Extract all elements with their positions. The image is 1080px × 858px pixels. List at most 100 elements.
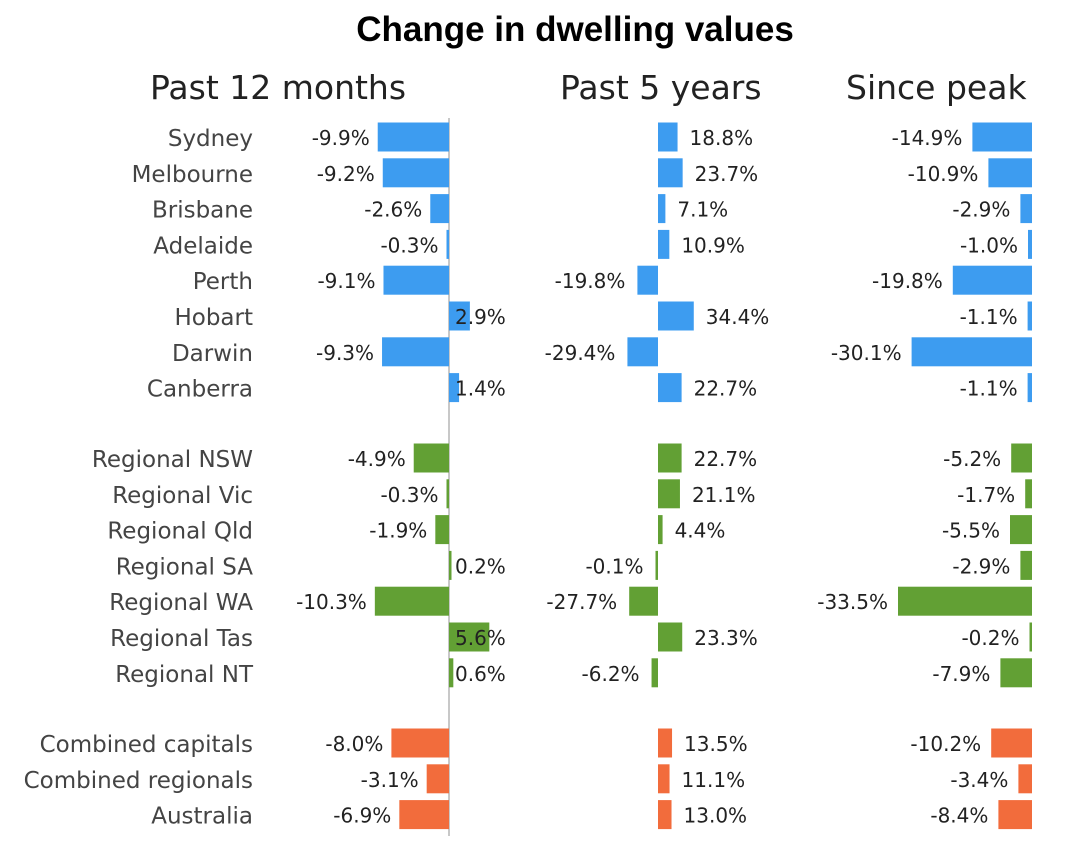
value-label-adelaide-past5: 10.9% (681, 233, 745, 257)
panel-title-since-peak: Since peak (846, 68, 1027, 107)
value-label-melbourne-peak: -10.9% (908, 162, 979, 186)
value-label-perth-past12: -9.1% (317, 269, 375, 293)
row-label-combined-capitals: Combined capitals (40, 732, 253, 758)
value-label-brisbane-past5: 7.1% (677, 198, 728, 222)
value-label-regional-tas-past5: 23.3% (694, 626, 758, 650)
value-label-regional-wa-past12: -10.3% (296, 590, 367, 614)
bar-brisbane-past12 (430, 194, 449, 224)
value-label-regional-sa-past12: 0.2% (455, 554, 506, 578)
value-label-australia-past5: 13.0% (684, 804, 748, 828)
bar-combined-regionals-past12 (426, 764, 449, 794)
value-label-adelaide-past12: -0.3% (380, 233, 438, 257)
bar-brisbane-past5 (658, 194, 666, 224)
value-label-brisbane-past12: -2.6% (364, 198, 422, 222)
row-label-hobart: Hobart (174, 305, 253, 331)
bar-regional-nt-past5 (651, 658, 658, 688)
row-label-sydney: Sydney (168, 126, 253, 152)
bar-melbourne-past5 (658, 158, 683, 188)
bar-australia-peak (998, 800, 1032, 830)
value-label-regional-sa-peak: -2.9% (952, 554, 1010, 578)
value-label-hobart-peak: -1.1% (960, 305, 1018, 329)
bar-combined-capitals-peak (991, 728, 1032, 758)
bar-regional-vic-past12 (446, 479, 449, 509)
bar-regional-qld-past5 (658, 515, 663, 545)
value-label-combined-capitals-past12: -8.0% (325, 732, 383, 756)
value-label-melbourne-past5: 23.7% (695, 162, 759, 186)
value-label-regional-nt-peak: -7.9% (932, 662, 990, 686)
bar-melbourne-past12 (382, 158, 449, 188)
bar-regional-vic-peak (1025, 479, 1032, 509)
row-label-regional-nt: Regional NT (115, 662, 254, 688)
value-label-australia-peak: -8.4% (930, 804, 988, 828)
bar-regional-sa-past5 (655, 550, 658, 580)
bar-perth-peak (952, 265, 1032, 295)
bar-perth-past12 (383, 265, 449, 295)
value-label-perth-peak: -19.8% (872, 269, 943, 293)
value-label-regional-nsw-peak: -5.2% (943, 447, 1001, 471)
value-label-regional-sa-past5: -0.1% (585, 554, 643, 578)
value-label-combined-capitals-peak: -10.2% (910, 732, 981, 756)
bar-combined-regionals-past5 (658, 764, 670, 794)
bar-hobart-past12 (449, 301, 470, 331)
row-label-regional-qld: Regional Qld (107, 519, 253, 545)
value-label-sydney-past12: -9.9% (312, 126, 370, 150)
bar-canberra-peak (1027, 373, 1032, 403)
bar-sydney-past5 (658, 122, 678, 152)
row-label-perth: Perth (193, 269, 253, 295)
row-label-regional-sa: Regional SA (116, 554, 254, 580)
bar-regional-vic-past5 (658, 479, 680, 509)
bar-hobart-past5 (658, 301, 694, 331)
bar-adelaide-peak (1028, 229, 1032, 259)
value-label-regional-wa-past5: -27.7% (546, 590, 617, 614)
row-label-regional-tas: Regional Tas (110, 626, 253, 652)
bar-perth-past5 (637, 265, 658, 295)
bar-sydney-past12 (377, 122, 449, 152)
value-label-canberra-past5: 22.7% (694, 377, 758, 401)
value-label-combined-regionals-peak: -3.4% (950, 768, 1008, 792)
value-label-regional-tas-past12: 5.6% (455, 626, 506, 650)
value-label-combined-capitals-past5: 13.5% (684, 732, 748, 756)
bar-combined-capitals-past12 (391, 728, 449, 758)
value-label-australia-past12: -6.9% (333, 804, 391, 828)
bar-melbourne-peak (988, 158, 1032, 188)
bar-darwin-past12 (382, 337, 449, 367)
value-label-hobart-past5: 34.4% (706, 305, 770, 329)
chart-title: Change in dwelling values (356, 10, 794, 49)
bar-regional-tas-past12 (449, 622, 490, 652)
value-label-brisbane-peak: -2.9% (952, 198, 1010, 222)
bar-regional-wa-past12 (374, 586, 449, 616)
bar-regional-nsw-past12 (413, 443, 449, 473)
value-label-hobart-past12: 2.9% (455, 305, 506, 329)
value-label-canberra-peak: -1.1% (960, 377, 1018, 401)
bar-adelaide-past5 (658, 229, 670, 259)
bar-regional-wa-peak (898, 586, 1032, 616)
value-label-regional-vic-peak: -1.7% (957, 483, 1015, 507)
bar-regional-sa-peak (1020, 550, 1032, 580)
row-label-regional-wa: Regional WA (109, 590, 253, 616)
bar-hobart-peak (1027, 301, 1032, 331)
value-label-darwin-past5: -29.4% (545, 341, 616, 365)
bar-combined-capitals-past5 (658, 728, 673, 758)
bar-darwin-peak (911, 337, 1032, 367)
value-label-regional-nt-past5: -6.2% (582, 662, 640, 686)
value-label-darwin-past12: -9.3% (316, 341, 374, 365)
value-label-adelaide-peak: -1.0% (960, 233, 1018, 257)
row-label-australia: Australia (151, 804, 253, 830)
row-label-brisbane: Brisbane (152, 198, 253, 224)
bar-regional-sa-past12 (449, 550, 452, 580)
row-label-regional-nsw: Regional NSW (92, 447, 253, 473)
bar-australia-past12 (399, 800, 449, 830)
row-label-regional-vic: Regional Vic (112, 483, 253, 509)
value-label-combined-regionals-past12: -3.1% (361, 768, 419, 792)
value-label-canberra-past12: 1.4% (455, 377, 506, 401)
bar-darwin-past5 (627, 337, 658, 367)
value-label-sydney-past5: 18.8% (690, 126, 754, 150)
bar-regional-tas-past5 (658, 622, 683, 652)
value-label-regional-nsw-past12: -4.9% (348, 447, 406, 471)
value-label-regional-qld-past5: 4.4% (675, 519, 726, 543)
row-label-darwin: Darwin (172, 341, 253, 367)
bar-combined-regionals-peak (1018, 764, 1032, 794)
row-label-melbourne: Melbourne (132, 162, 253, 188)
bar-regional-nt-peak (1000, 658, 1032, 688)
bar-regional-tas-peak (1029, 622, 1032, 652)
